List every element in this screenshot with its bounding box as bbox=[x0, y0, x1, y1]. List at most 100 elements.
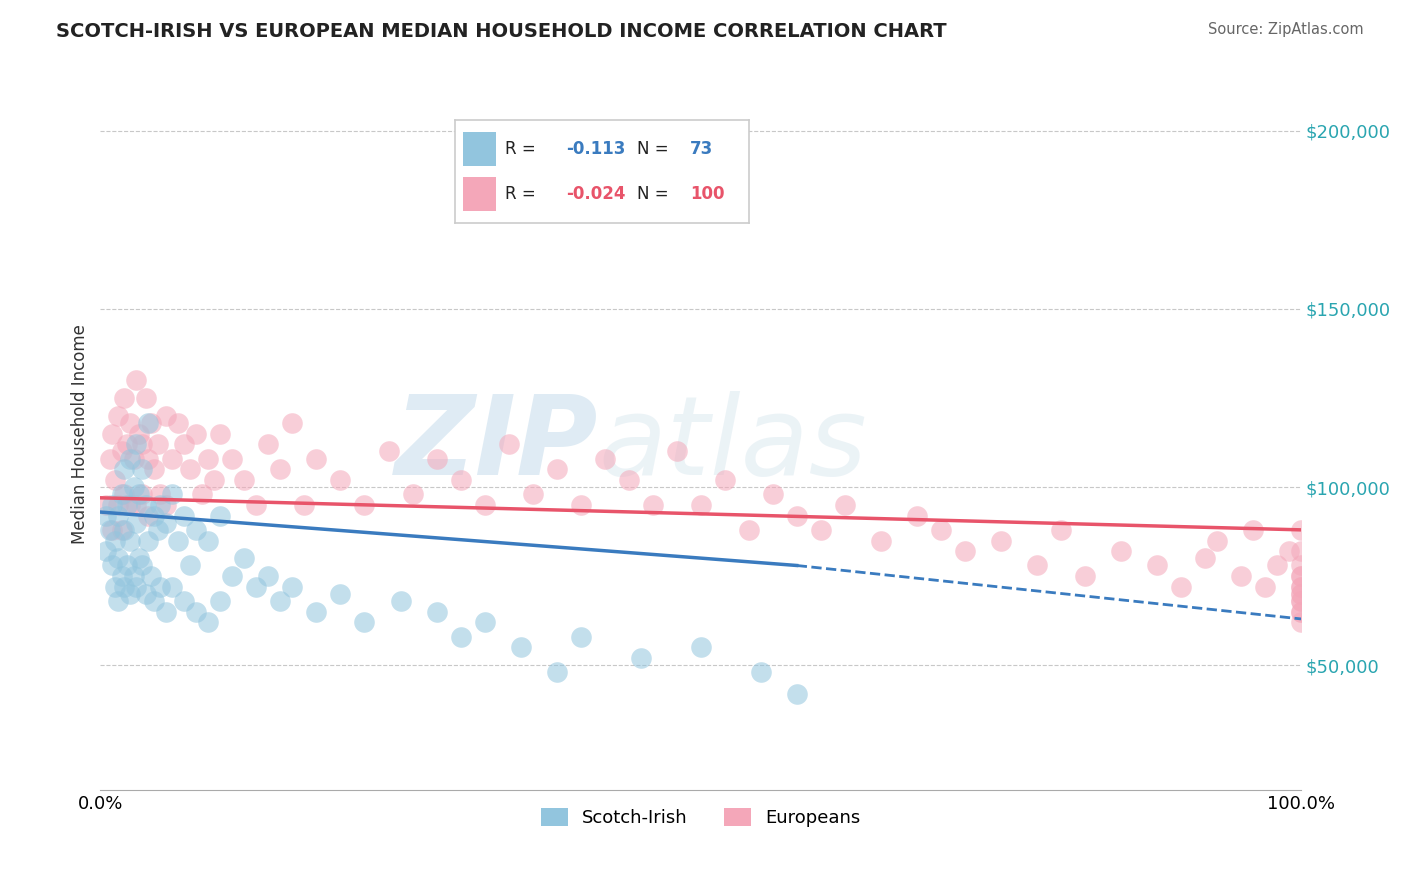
Point bbox=[1265, 558, 1288, 573]
Point bbox=[221, 569, 243, 583]
Point bbox=[257, 569, 280, 583]
Point bbox=[179, 462, 201, 476]
Point bbox=[139, 569, 162, 583]
Point bbox=[1050, 523, 1073, 537]
Point bbox=[107, 594, 129, 608]
Point bbox=[120, 533, 142, 548]
Point bbox=[98, 451, 121, 466]
Point bbox=[107, 498, 129, 512]
Point bbox=[104, 533, 127, 548]
Point bbox=[179, 558, 201, 573]
Legend: Scotch-Irish, Europeans: Scotch-Irish, Europeans bbox=[533, 800, 868, 834]
Point bbox=[1109, 544, 1132, 558]
Point bbox=[107, 508, 129, 523]
Point bbox=[112, 462, 135, 476]
Point bbox=[107, 551, 129, 566]
Point bbox=[569, 630, 592, 644]
Point bbox=[122, 451, 145, 466]
Point bbox=[1194, 551, 1216, 566]
Point bbox=[474, 615, 496, 630]
Point bbox=[1254, 580, 1277, 594]
Point bbox=[869, 533, 891, 548]
Point bbox=[125, 437, 148, 451]
Point bbox=[425, 605, 447, 619]
Point bbox=[202, 473, 225, 487]
Point bbox=[257, 437, 280, 451]
Point bbox=[1289, 569, 1312, 583]
Point bbox=[569, 498, 592, 512]
Point bbox=[281, 416, 304, 430]
Point bbox=[146, 523, 169, 537]
Point bbox=[1289, 544, 1312, 558]
Point bbox=[104, 580, 127, 594]
Point bbox=[689, 498, 711, 512]
Point bbox=[139, 416, 162, 430]
Point bbox=[929, 523, 952, 537]
Point bbox=[1146, 558, 1168, 573]
Point bbox=[377, 444, 399, 458]
Point bbox=[1289, 523, 1312, 537]
Point bbox=[738, 523, 761, 537]
Point bbox=[120, 587, 142, 601]
Text: atlas: atlas bbox=[599, 391, 868, 498]
Point bbox=[245, 580, 267, 594]
Point bbox=[630, 651, 652, 665]
Point bbox=[101, 426, 124, 441]
Point bbox=[112, 580, 135, 594]
Point bbox=[1230, 569, 1253, 583]
Point bbox=[450, 630, 472, 644]
Point bbox=[107, 409, 129, 423]
Point bbox=[546, 665, 568, 680]
Point bbox=[173, 508, 195, 523]
Point bbox=[167, 533, 190, 548]
Point bbox=[209, 594, 232, 608]
Point bbox=[546, 462, 568, 476]
Point bbox=[98, 523, 121, 537]
Point bbox=[96, 498, 118, 512]
Point bbox=[221, 451, 243, 466]
Point bbox=[522, 487, 544, 501]
Point bbox=[294, 498, 316, 512]
Point bbox=[191, 487, 214, 501]
Point bbox=[834, 498, 856, 512]
Point bbox=[269, 594, 291, 608]
Point bbox=[1278, 544, 1301, 558]
Point bbox=[155, 605, 177, 619]
Point bbox=[128, 487, 150, 501]
Point bbox=[143, 594, 166, 608]
Point bbox=[1289, 615, 1312, 630]
Point bbox=[786, 508, 808, 523]
Point bbox=[186, 426, 208, 441]
Point bbox=[197, 615, 219, 630]
Point bbox=[155, 516, 177, 530]
Point bbox=[1289, 580, 1312, 594]
Point bbox=[281, 580, 304, 594]
Point bbox=[593, 451, 616, 466]
Point bbox=[138, 451, 160, 466]
Point bbox=[167, 416, 190, 430]
Point bbox=[617, 473, 640, 487]
Point bbox=[1170, 580, 1192, 594]
Point bbox=[1289, 569, 1312, 583]
Point bbox=[101, 498, 124, 512]
Point bbox=[115, 558, 138, 573]
Point bbox=[1206, 533, 1229, 548]
Point bbox=[401, 487, 423, 501]
Point bbox=[111, 487, 134, 501]
Point bbox=[245, 498, 267, 512]
Point bbox=[111, 523, 134, 537]
Point bbox=[111, 444, 134, 458]
Point bbox=[1289, 587, 1312, 601]
Point bbox=[115, 437, 138, 451]
Point bbox=[197, 451, 219, 466]
Point bbox=[1289, 605, 1312, 619]
Point bbox=[115, 498, 138, 512]
Point bbox=[101, 558, 124, 573]
Point bbox=[353, 498, 375, 512]
Point bbox=[143, 508, 166, 523]
Point bbox=[138, 533, 160, 548]
Point bbox=[665, 444, 688, 458]
Point bbox=[125, 498, 148, 512]
Y-axis label: Median Household Income: Median Household Income bbox=[72, 324, 89, 543]
Point bbox=[1241, 523, 1264, 537]
